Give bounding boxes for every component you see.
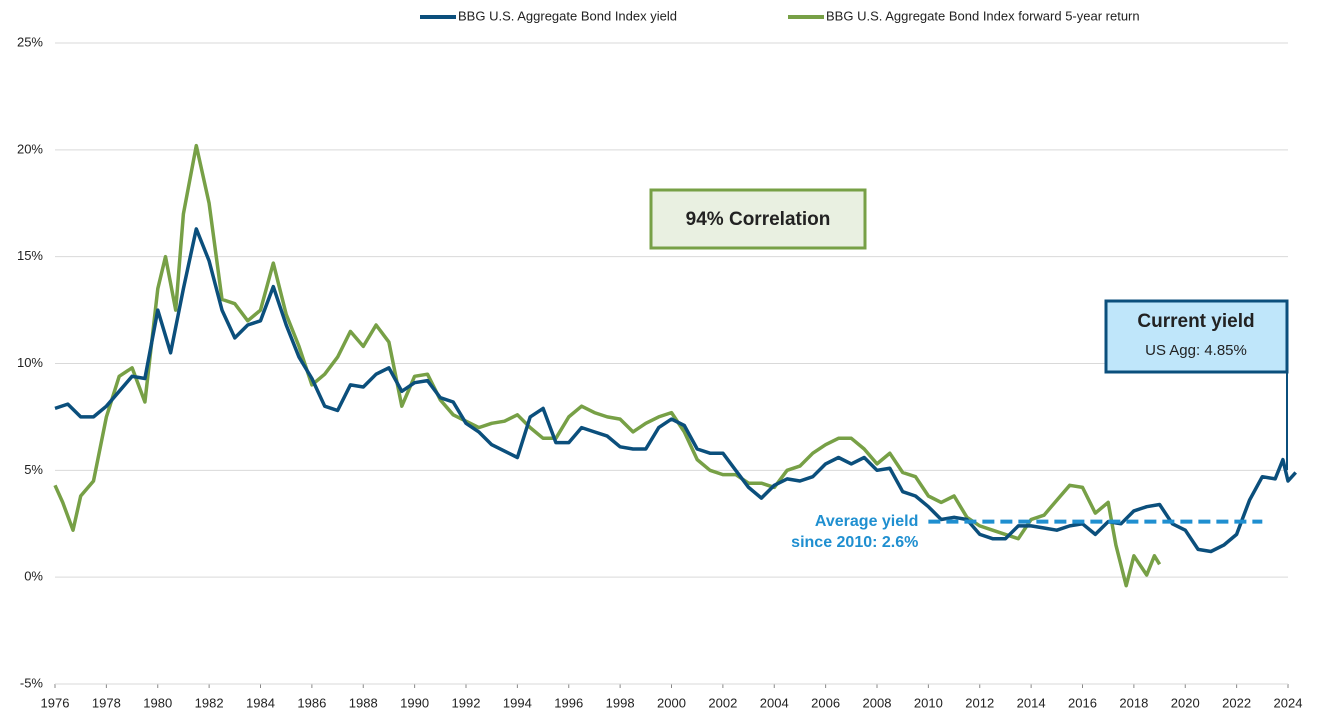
series-line: [53, 143, 1162, 588]
x-tick-label: 2018: [1119, 695, 1148, 710]
y-tick-label: 25%: [17, 34, 43, 49]
x-tick-label: 1986: [297, 695, 326, 710]
annotation-title: Current yield: [1137, 311, 1254, 332]
legend-label: BBG U.S. Aggregate Bond Index yield: [458, 8, 677, 23]
x-tick-label: 2022: [1222, 695, 1251, 710]
x-tick-label: 1994: [503, 695, 532, 710]
x-tick-label: 1990: [400, 695, 429, 710]
correlation-box: 94% Correlation: [649, 188, 867, 250]
y-tick-label: 20%: [17, 141, 43, 156]
x-tick-label: 1998: [606, 695, 635, 710]
x-tick-label: 2002: [708, 695, 737, 710]
x-tick-label: 1978: [92, 695, 121, 710]
x-tick-label: 2010: [914, 695, 943, 710]
x-tick-label: 1988: [349, 695, 378, 710]
legend-label: BBG U.S. Aggregate Bond Index forward 5-…: [826, 8, 1140, 23]
x-tick-label: 2020: [1171, 695, 1200, 710]
series-line: [54, 227, 1297, 554]
annotation-text: 94% Correlation: [686, 209, 831, 230]
x-tick-label: 1982: [195, 695, 224, 710]
x-tick-label: 2000: [657, 695, 686, 710]
x-tick-label: 2014: [1017, 695, 1046, 710]
average-label: since 2010: 2.6%: [791, 534, 918, 551]
x-tick-label: 1980: [143, 695, 172, 710]
annotation-text: US Agg: 4.85%: [1145, 342, 1247, 359]
y-tick-label: 5%: [24, 462, 43, 477]
x-tick-label: 1976: [41, 695, 70, 710]
y-tick-label: 0%: [24, 569, 43, 584]
annotation-box: [649, 188, 867, 250]
x-tick-label: 1996: [554, 695, 583, 710]
x-tick-label: 1992: [452, 695, 481, 710]
x-tick-label: 2004: [760, 695, 789, 710]
x-tick-label: 2024: [1274, 695, 1303, 710]
x-tick-label: 2012: [965, 695, 994, 710]
x-tick-label: 2016: [1068, 695, 1097, 710]
y-tick-label: 10%: [17, 355, 43, 370]
x-tick-label: 2008: [863, 695, 892, 710]
y-tick-label: 15%: [17, 248, 43, 263]
average-label: Average yield: [815, 513, 918, 530]
x-tick-label: 1984: [246, 695, 275, 710]
annotation-box: [1104, 299, 1289, 374]
x-tick-label: 2006: [811, 695, 840, 710]
current-yield-box: Current yield US Agg: 4.85%: [1104, 299, 1289, 470]
y-tick-label: -5%: [20, 675, 44, 690]
